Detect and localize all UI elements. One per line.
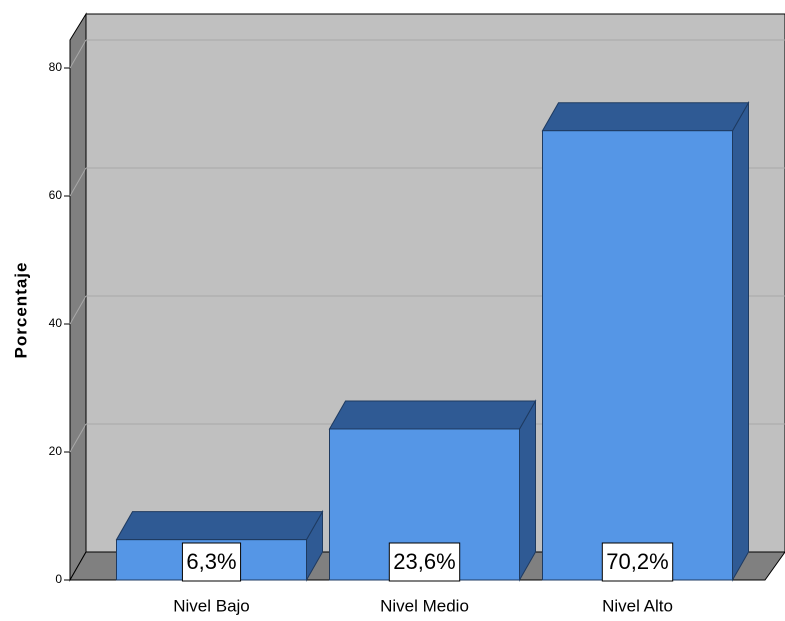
y-tick-label: 40 xyxy=(49,316,63,330)
bar xyxy=(542,130,733,581)
y-tick-label: 60 xyxy=(49,188,63,202)
value-label-box xyxy=(601,542,674,582)
y-axis-label: Porcentaje xyxy=(11,262,30,359)
y-tick-label: 20 xyxy=(49,444,63,458)
y-tick-label: 0 xyxy=(55,572,62,586)
x-tick-label: Nivel Alto xyxy=(602,596,673,615)
left-wall xyxy=(69,12,87,582)
grid-line xyxy=(69,295,87,325)
bar-side xyxy=(519,399,536,582)
grid-line xyxy=(69,423,87,453)
value-label: 23,6% xyxy=(393,549,455,574)
grid-line xyxy=(69,39,87,69)
bar-side xyxy=(732,100,749,582)
bar-top xyxy=(328,400,537,430)
bar-top xyxy=(115,511,324,541)
value-label-box xyxy=(181,542,242,582)
grid-line xyxy=(69,167,87,197)
x-tick-label: Nivel Medio xyxy=(380,596,469,615)
value-label: 6,3% xyxy=(186,549,236,574)
bar-top xyxy=(541,102,750,132)
x-tick-label: Nivel Bajo xyxy=(173,596,250,615)
value-label-box xyxy=(388,542,461,582)
value-label: 70,2% xyxy=(606,549,668,574)
y-tick-label: 80 xyxy=(49,60,63,74)
